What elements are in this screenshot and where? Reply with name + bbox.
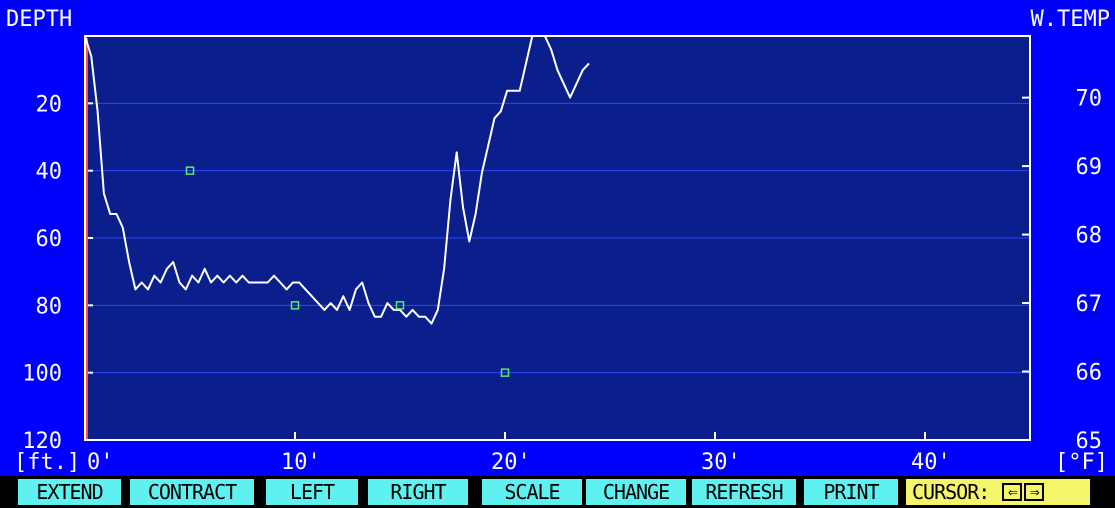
print-button[interactable]: PRINT xyxy=(804,479,898,505)
temp-tick-label: 67 xyxy=(1076,292,1103,317)
temp-tick-label: 69 xyxy=(1076,155,1103,180)
depth-marker xyxy=(290,301,300,310)
right-button[interactable]: RIGHT xyxy=(368,479,468,505)
depth-temperature-chart: DEPTH W.TEMP [ft.] [°F] 20 40 60 80 100 120 70… xyxy=(6,7,1110,475)
cursor-label: CURSOR: xyxy=(912,480,990,504)
tick-labels: 20 40 60 80 100 120 70 69 68 67 66 65 0' 10' 20' 30' 40' xyxy=(22,87,1102,475)
depth-tick-label: 20 xyxy=(36,92,63,117)
cursor-right-arrow-icon[interactable]: ⇒ xyxy=(1024,482,1045,501)
refresh-button[interactable]: REFRESH xyxy=(692,479,796,505)
grid-lines xyxy=(85,102,1030,374)
x-tick-label: 40' xyxy=(911,450,951,475)
x-tick-label: 20' xyxy=(491,450,531,475)
depth-marker xyxy=(500,368,510,377)
depth-marker xyxy=(395,301,405,310)
depth-tick-label: 80 xyxy=(36,294,63,319)
left-unit-label: [ft.] xyxy=(14,450,80,475)
depth-tick-label: 40 xyxy=(36,160,63,185)
temp-tick-label: 66 xyxy=(1076,361,1103,386)
depth-tick-label: 100 xyxy=(22,362,62,387)
function-key-bar: EXTEND CONTRACT LEFT RIGHT SCALE CHANGE … xyxy=(0,476,1115,508)
x-tick-label: 10' xyxy=(281,450,321,475)
extend-button[interactable]: EXTEND xyxy=(18,479,121,505)
depth-marker xyxy=(185,166,195,175)
temp-tick-label: 68 xyxy=(1076,224,1103,249)
cursor-left-arrow-icon[interactable]: ⇐ xyxy=(1002,482,1023,501)
x-tick-label: 30' xyxy=(701,450,741,475)
x-tick-label: 0' xyxy=(87,450,114,475)
cursor-control[interactable]: CURSOR: ⇐ ⇒ xyxy=(906,479,1090,505)
plot-frame xyxy=(84,35,1031,441)
change-button[interactable]: CHANGE xyxy=(586,479,686,505)
contract-button[interactable]: CONTRACT xyxy=(130,479,254,505)
depth-markers xyxy=(185,166,510,377)
depth-tick-label: 120 xyxy=(22,429,62,454)
temp-tick-label: 65 xyxy=(1076,429,1103,454)
right-axis-title: W.TEMP xyxy=(1031,7,1110,32)
temperature-trace xyxy=(84,35,590,325)
chart-screen: DEPTH W.TEMP [ft.] [°F] 20 40 60 80 100 120 70… xyxy=(6,7,1110,475)
depth-tick-label: 60 xyxy=(36,227,63,252)
right-unit-label: [°F] xyxy=(1055,450,1108,475)
temp-tick-label: 70 xyxy=(1076,87,1103,112)
left-button[interactable]: LEFT xyxy=(266,479,358,505)
left-axis-title: DEPTH xyxy=(6,7,72,32)
scale-button[interactable]: SCALE xyxy=(482,479,582,505)
